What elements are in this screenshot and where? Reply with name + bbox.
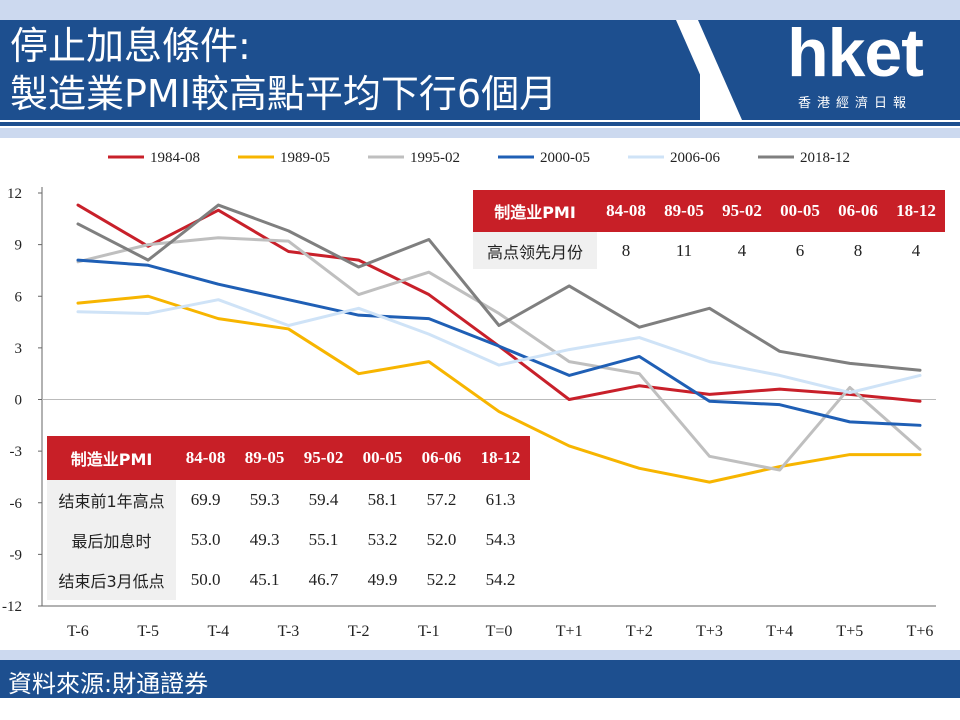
table-header-cell: 89-05 bbox=[655, 190, 713, 232]
footer-source: 資料來源:財通證券 bbox=[0, 660, 960, 698]
table-header-cell: 06-06 bbox=[829, 190, 887, 232]
table-row: 结束后3月低点 50.0 45.1 46.7 49.9 52.2 54.2 bbox=[47, 560, 530, 600]
table-cell: 59.3 bbox=[249, 490, 280, 509]
x-tick-label: T=0 bbox=[486, 623, 513, 640]
table-cell: 55.1 bbox=[308, 530, 339, 549]
series-line bbox=[76, 258, 922, 427]
table-row: 高点领先月份 8 11 4 6 8 4 bbox=[473, 232, 945, 269]
table-cell: 58.1 bbox=[367, 490, 398, 509]
legend-label: 2006-06 bbox=[670, 150, 720, 166]
x-tick-label: T+2 bbox=[626, 623, 653, 640]
y-tick-label: -12 bbox=[2, 599, 22, 615]
top-strip bbox=[0, 0, 960, 20]
table-header-row: 制造业PMI 84-08 89-05 95-02 00-05 06-06 18-12 bbox=[473, 190, 945, 232]
table-header-cell: 84-08 bbox=[597, 190, 655, 232]
series-line bbox=[76, 236, 922, 472]
table-row: 最后加息时 53.0 49.3 55.1 53.2 52.0 54.3 bbox=[47, 520, 530, 560]
table-cell: 45.1 bbox=[249, 570, 280, 589]
series-line bbox=[76, 294, 922, 484]
x-tick-label: T+3 bbox=[696, 623, 723, 640]
table-header-cell: 00-05 bbox=[353, 436, 412, 480]
source-text: 資料來源:財通證券 bbox=[8, 670, 209, 698]
table-row-label: 最后加息时 bbox=[47, 520, 177, 560]
header-banner: 停止加息條件: 製造業PMI較高點平均下行6個月 bbox=[0, 20, 960, 120]
header-band bbox=[0, 128, 960, 138]
table-row-label: 结束前1年高点 bbox=[47, 480, 177, 520]
table-row: 结束前1年高点 69.9 59.3 59.4 58.1 57.2 61.3 bbox=[47, 480, 530, 520]
pmi-levels-table: 制造业PMI 84-08 89-05 95-02 00-05 06-06 18-12 结束前1… bbox=[47, 436, 530, 600]
table-header-cell: 18-12 bbox=[470, 436, 530, 480]
table-cell: 50.0 bbox=[190, 570, 221, 589]
y-tick-label: 6 bbox=[15, 289, 23, 305]
legend-label: 2000-05 bbox=[540, 150, 590, 166]
table-cell: 11 bbox=[675, 240, 693, 260]
hket-logo-subtitle: 香港經濟日報 bbox=[797, 96, 912, 111]
hket-logo: hket bbox=[787, 15, 924, 91]
x-tick-label: T-6 bbox=[67, 623, 89, 640]
footer-band bbox=[0, 650, 960, 660]
table-cell: 49.3 bbox=[249, 530, 280, 549]
x-tick-label: T-4 bbox=[208, 623, 230, 640]
table-corner-label: 制造业PMI bbox=[47, 436, 177, 480]
x-tick-label: T-5 bbox=[137, 623, 159, 640]
legend-label: 2018-12 bbox=[800, 150, 850, 166]
table-cell: 46.7 bbox=[308, 570, 339, 589]
title-line-1: 停止加息條件: bbox=[10, 24, 251, 68]
table-header-row: 制造业PMI 84-08 89-05 95-02 00-05 06-06 18-12 bbox=[47, 436, 530, 480]
title-box bbox=[0, 20, 700, 120]
y-tick-label: -3 bbox=[10, 444, 23, 460]
table-header-cell: 95-02 bbox=[294, 436, 354, 480]
table-cell: 53.0 bbox=[190, 530, 221, 549]
table-cell: 53.2 bbox=[367, 530, 398, 549]
y-tick-label: 9 bbox=[15, 238, 23, 254]
table-cell: 8 bbox=[853, 240, 863, 260]
table-cell: 52.0 bbox=[426, 530, 457, 549]
table-header-cell: 06-06 bbox=[412, 436, 471, 480]
pmi-line-chart: 12 9 6 3 0 -3 -6 -9 -12 T-6 T-5 T-4 T-3 T-2 T-1 T=0 T+1 T… bbox=[2, 150, 936, 640]
table-header-cell: 84-08 bbox=[176, 436, 236, 480]
table-cell: 61.3 bbox=[485, 490, 516, 509]
title-line-2: 製造業PMI較高點平均下行6個月 bbox=[10, 72, 558, 116]
series-line bbox=[76, 298, 922, 395]
series-line bbox=[76, 203, 922, 372]
table-cell: 8 bbox=[621, 240, 631, 260]
x-tick-label: T+1 bbox=[556, 623, 583, 640]
y-tick-label: -9 bbox=[10, 547, 23, 563]
lead-months-table: 制造业PMI 84-08 89-05 95-02 00-05 06-06 18-12 高点领先… bbox=[473, 190, 945, 269]
table-cell: 4 bbox=[911, 240, 921, 260]
legend-label: 1989-05 bbox=[280, 150, 330, 166]
y-tick-label: 0 bbox=[15, 393, 23, 409]
table-corner-label: 制造业PMI bbox=[473, 190, 597, 232]
y-tick-label: -6 bbox=[10, 496, 23, 512]
legend-label: 1995-02 bbox=[410, 150, 460, 166]
x-tick-label: T+6 bbox=[907, 623, 934, 640]
y-tick-label: 12 bbox=[7, 186, 22, 202]
table-cell: 57.2 bbox=[426, 490, 457, 509]
legend-label: 1984-08 bbox=[150, 150, 200, 166]
header-divider bbox=[0, 122, 960, 126]
logo-box bbox=[698, 20, 960, 120]
table-cell: 6 bbox=[795, 240, 805, 260]
table-cell: 4 bbox=[737, 240, 747, 260]
table-cell: 59.4 bbox=[308, 490, 339, 509]
x-tick-label: T-2 bbox=[348, 623, 370, 640]
table-cell: 49.9 bbox=[367, 570, 398, 589]
x-tick-label: T-3 bbox=[278, 623, 300, 640]
table-row-label: 结束后3月低点 bbox=[47, 560, 177, 600]
table-header-cell: 95-02 bbox=[713, 190, 771, 232]
table-header-cell: 89-05 bbox=[235, 436, 295, 480]
x-tick-label: T-1 bbox=[418, 623, 440, 640]
x-tick-label: T+5 bbox=[836, 623, 863, 640]
table-cell: 69.9 bbox=[190, 490, 221, 509]
table-cell: 54.3 bbox=[485, 530, 516, 549]
table-row-label: 高点领先月份 bbox=[473, 232, 597, 269]
table-cell: 54.2 bbox=[485, 570, 516, 589]
table-cell: 52.2 bbox=[426, 570, 457, 589]
table-header-cell: 00-05 bbox=[771, 190, 829, 232]
x-tick-label: T+4 bbox=[766, 623, 793, 640]
y-tick-label: 3 bbox=[15, 341, 23, 357]
table-header-cell: 18-12 bbox=[887, 190, 945, 232]
